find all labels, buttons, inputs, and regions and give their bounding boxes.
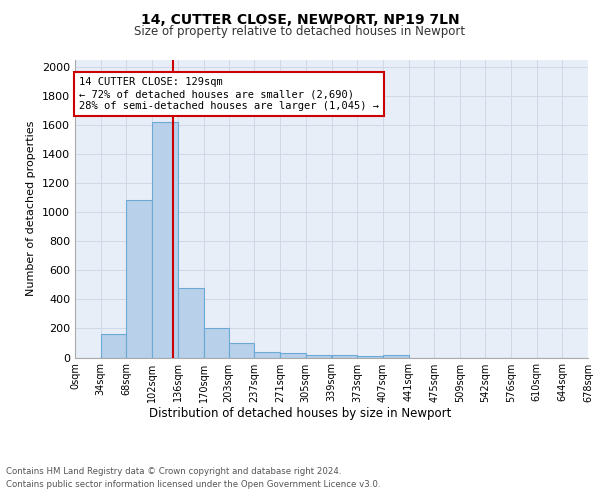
Bar [203,328,229,358]
Bar [254,352,280,358]
Bar [127,200,152,358]
Bar [383,354,409,358]
Text: Contains public sector information licensed under the Open Government Licence v3: Contains public sector information licen… [6,480,380,489]
Text: Contains HM Land Registry data © Crown copyright and database right 2024.: Contains HM Land Registry data © Crown c… [6,468,341,476]
Bar [280,354,306,358]
Bar [101,334,127,357]
Text: 14 CUTTER CLOSE: 129sqm
← 72% of detached houses are smaller (2,690)
28% of semi: 14 CUTTER CLOSE: 129sqm ← 72% of detache… [79,78,379,110]
Text: 14, CUTTER CLOSE, NEWPORT, NP19 7LN: 14, CUTTER CLOSE, NEWPORT, NP19 7LN [140,12,460,26]
Bar [178,288,203,358]
Bar [306,354,331,358]
Bar [229,343,254,357]
Text: Size of property relative to detached houses in Newport: Size of property relative to detached ho… [134,25,466,38]
Bar [152,122,178,358]
Y-axis label: Number of detached properties: Number of detached properties [26,121,37,296]
Text: Distribution of detached houses by size in Newport: Distribution of detached houses by size … [149,408,451,420]
Bar [357,356,383,358]
Bar [331,356,357,358]
